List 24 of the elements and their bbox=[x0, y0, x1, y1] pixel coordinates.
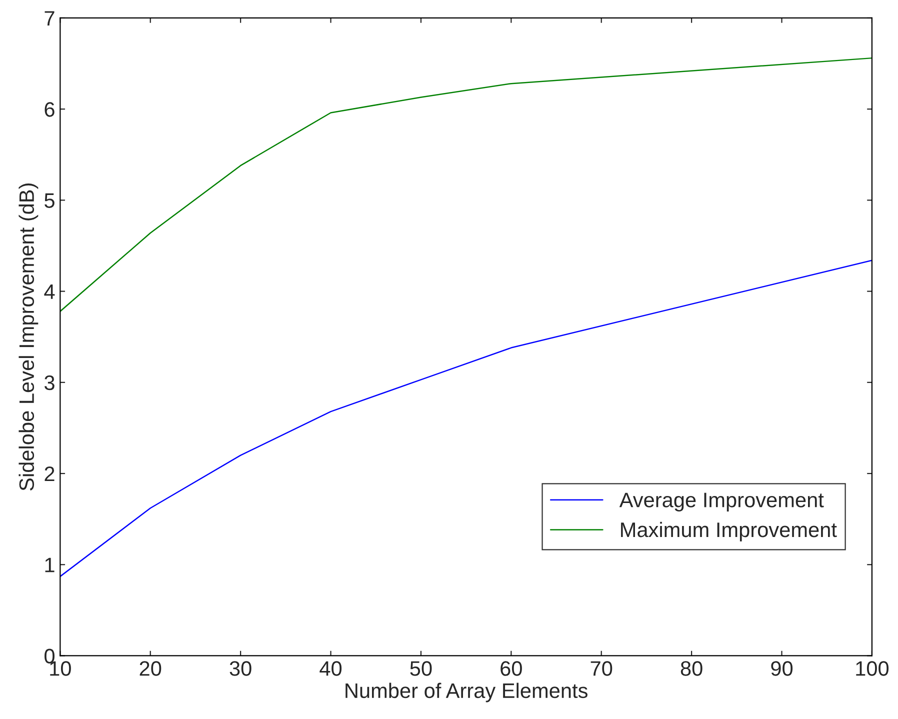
y-tick-label: 0 bbox=[44, 648, 54, 664]
y-tick-label: 1 bbox=[45, 558, 54, 572]
x-tick-label: 90 bbox=[771, 661, 793, 676]
line-series bbox=[60, 260, 872, 578]
x-tick-label: 70 bbox=[590, 661, 612, 676]
x-axis-title: Number of Array Elements bbox=[346, 682, 588, 702]
x-tick-label: 30 bbox=[230, 661, 252, 676]
x-tick-label: 20 bbox=[140, 661, 162, 676]
y-tick-label: 5 bbox=[44, 193, 54, 208]
x-tick-label: 10 bbox=[50, 661, 71, 676]
y-tick-label: 4 bbox=[44, 284, 55, 299]
x-tick-label: 40 bbox=[320, 661, 342, 676]
line-series bbox=[60, 57, 872, 312]
x-tick-label: 50 bbox=[410, 661, 432, 676]
y-axis-title: Sidelobe Level Improvement (dB) bbox=[18, 184, 38, 490]
legend-label: Maximum Improvement bbox=[621, 522, 837, 542]
x-tick-label: 100 bbox=[856, 661, 889, 676]
y-tick-label: 7 bbox=[44, 11, 54, 26]
y-tick-label: 2 bbox=[44, 466, 54, 482]
x-tick-label: 60 bbox=[500, 661, 522, 676]
y-tick-label: 3 bbox=[44, 375, 54, 390]
legend-label: Average Improvement bbox=[619, 492, 824, 512]
y-tick-label: 6 bbox=[44, 102, 54, 117]
x-tick-label: 80 bbox=[680, 661, 702, 676]
